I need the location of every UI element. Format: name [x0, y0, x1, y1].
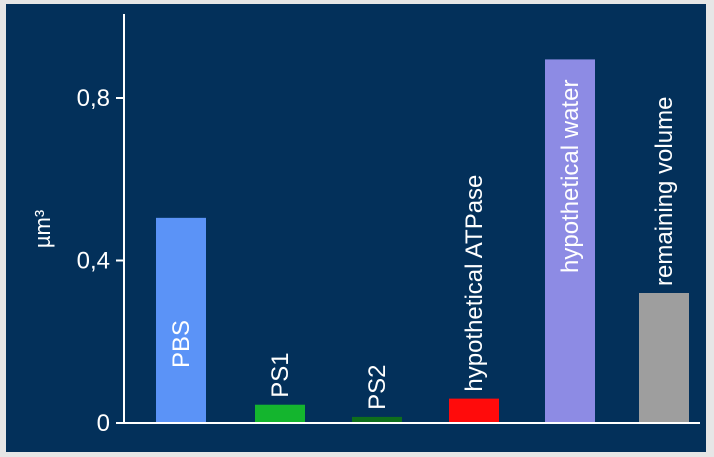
- bar-1: [255, 404, 305, 423]
- chart-panel: 0 0,4 0,8 PBS PS1 PS2 hypothetical ATPase hypo…: [6, 4, 706, 452]
- bar-chart: 0 0,4 0,8 PBS PS1 PS2 hypothetical ATPase hypo…: [30, 14, 700, 437]
- bar-label-5: remaining volume: [651, 97, 678, 286]
- bar-0: [156, 217, 206, 423]
- bar-4: [545, 59, 595, 423]
- bar-5: [639, 293, 689, 423]
- bar-2: [352, 416, 402, 423]
- y-tick-label-1: 0,4: [77, 248, 110, 275]
- y-tick-label-0: 0: [97, 410, 110, 437]
- y-axis-label: µm³: [30, 210, 55, 248]
- bar-label-3: hypothetical ATPase: [461, 175, 488, 392]
- bar-label-1: PS1: [267, 352, 294, 397]
- bar-label-2: PS2: [364, 365, 391, 410]
- y-tick-label-2: 0,8: [77, 85, 110, 112]
- bar-label-0: PBS: [168, 320, 195, 368]
- bar-3: [449, 398, 499, 423]
- bar-label-4: hypothetical water: [557, 80, 584, 273]
